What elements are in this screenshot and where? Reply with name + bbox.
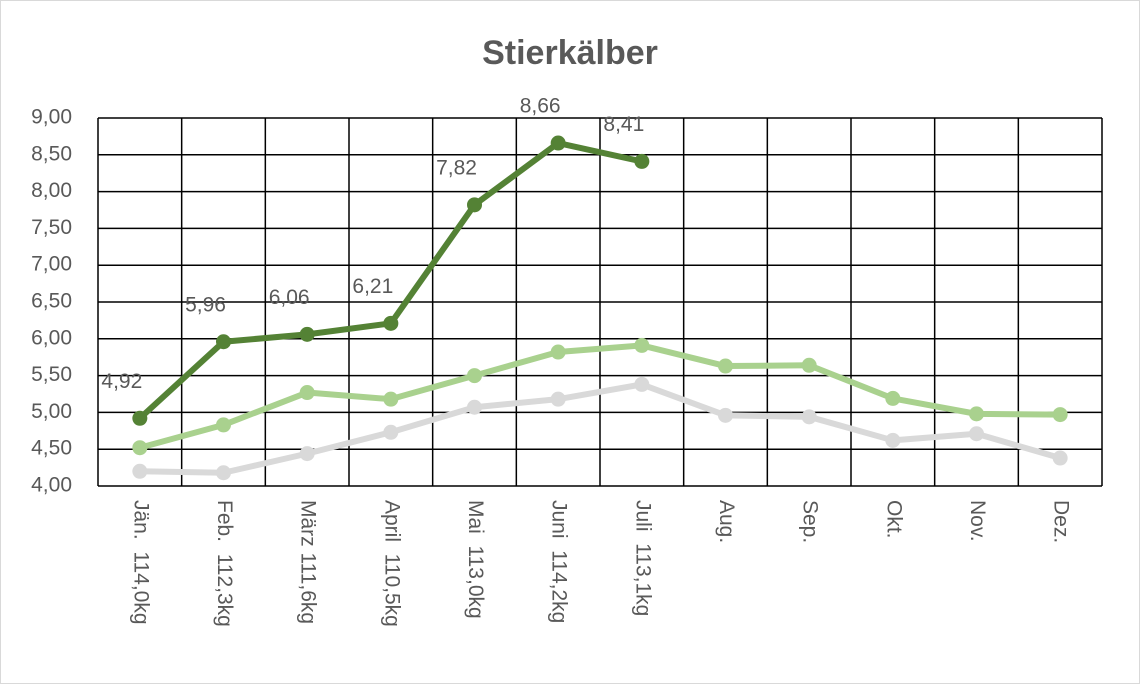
x-tick-label: Mai 113,0kg bbox=[464, 500, 487, 619]
y-tick-label: 8,00 bbox=[31, 179, 72, 202]
data-point bbox=[132, 463, 148, 479]
x-tick-label: Jän. 114,0kg bbox=[129, 500, 152, 625]
data-point bbox=[383, 391, 399, 407]
y-tick-label: 5,50 bbox=[31, 363, 72, 386]
data-label: 7,82 bbox=[436, 156, 477, 179]
data-point bbox=[969, 426, 984, 442]
data-point bbox=[801, 409, 817, 425]
x-tick-label: Dez. bbox=[1050, 500, 1073, 543]
data-point bbox=[383, 424, 399, 440]
data-point bbox=[299, 446, 315, 462]
x-tick-label: Juli 113,1kg bbox=[631, 500, 654, 616]
data-label: 4,92 bbox=[101, 370, 142, 393]
data-point bbox=[634, 376, 650, 392]
series-line bbox=[139, 342, 1061, 451]
data-label: 6,21 bbox=[352, 275, 393, 298]
data-point bbox=[885, 432, 901, 448]
data-point bbox=[299, 385, 315, 401]
data-point bbox=[718, 407, 733, 423]
data-point bbox=[216, 465, 231, 481]
data-point bbox=[216, 334, 231, 350]
x-tick-label: Nov. bbox=[966, 500, 989, 542]
data-point bbox=[1052, 450, 1068, 466]
y-tick-label: 4,50 bbox=[31, 437, 72, 460]
x-tick-label: April 110,5kg bbox=[380, 500, 403, 627]
y-tick-label: 6,50 bbox=[31, 290, 72, 313]
data-point bbox=[718, 358, 733, 374]
data-point bbox=[550, 391, 566, 407]
data-point bbox=[969, 406, 984, 422]
y-tick-label: 7,00 bbox=[31, 253, 72, 276]
chart-title: Stierkälber bbox=[482, 34, 658, 72]
data-label: 8,66 bbox=[520, 95, 561, 118]
data-point bbox=[801, 357, 817, 373]
data-point bbox=[550, 344, 566, 360]
x-tick-label: Okt. bbox=[882, 500, 905, 539]
data-point bbox=[634, 337, 650, 353]
x-tick-label: Feb. 112,3kg bbox=[213, 500, 236, 627]
x-tick-label: Aug. bbox=[715, 500, 738, 543]
data-point bbox=[132, 440, 148, 456]
data-point bbox=[467, 197, 482, 213]
data-point bbox=[467, 368, 482, 384]
data-point bbox=[299, 326, 315, 342]
data-point bbox=[885, 390, 901, 406]
data-point bbox=[216, 417, 231, 433]
data-point bbox=[634, 153, 650, 169]
x-tick-label: März 111,6kg bbox=[297, 500, 320, 624]
data-point bbox=[1052, 407, 1068, 423]
y-tick-label: 7,50 bbox=[31, 216, 72, 239]
y-tick-label: 9,00 bbox=[31, 106, 72, 129]
data-point bbox=[383, 315, 399, 331]
data-label: 5,96 bbox=[185, 293, 226, 316]
series-line bbox=[139, 381, 1062, 476]
data-label: 6,06 bbox=[269, 286, 310, 309]
x-tick-label: Juni 114,2kg bbox=[548, 500, 571, 623]
y-tick-label: 4,00 bbox=[31, 474, 72, 497]
data-point bbox=[132, 410, 148, 426]
data-label: 8,41 bbox=[603, 113, 644, 136]
x-tick-label: Sep. bbox=[799, 500, 822, 543]
y-tick-label: 5,00 bbox=[31, 400, 72, 423]
y-tick-label: 8,50 bbox=[31, 142, 72, 165]
data-point bbox=[550, 135, 566, 151]
data-point bbox=[467, 399, 482, 415]
y-tick-label: 6,00 bbox=[31, 326, 72, 349]
